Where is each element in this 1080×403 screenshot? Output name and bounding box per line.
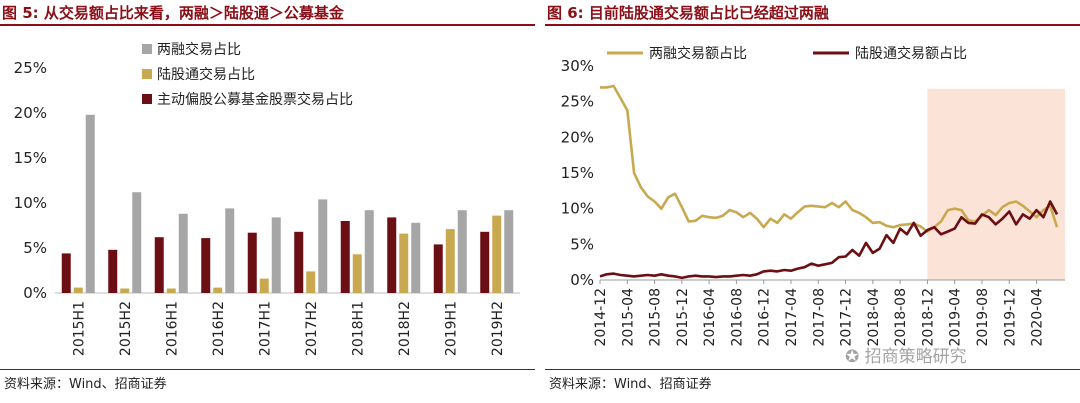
bar xyxy=(166,288,176,293)
y-tick-label: 0% xyxy=(570,271,594,289)
y-tick-label: 0% xyxy=(23,284,47,302)
highlight-region xyxy=(927,88,1065,281)
x-tick-label: 2020-04 xyxy=(1030,288,1046,347)
legend-label: 陆股通交易占比 xyxy=(157,66,255,83)
bar xyxy=(294,231,304,293)
y-tick-label: 5% xyxy=(570,235,594,253)
x-tick-label: 2018-08 xyxy=(893,288,909,347)
bar xyxy=(318,199,328,293)
figure-5-panel: 图 5: 从交易额占比来看，两融＞陆股通＞公募基金 0% 5% 10% 15% 20% 2… xyxy=(0,0,535,403)
y-tick-label: 15% xyxy=(561,164,594,182)
legend-swatch xyxy=(142,94,152,104)
bar xyxy=(61,253,71,293)
x-tick-label: 2017H2 xyxy=(304,301,320,356)
x-tick-label: 2016-04 xyxy=(702,288,718,347)
figure-6-title: 图 6: 目前陆股通交易额占比已经超过两融 xyxy=(547,2,829,23)
bar xyxy=(457,210,467,293)
figure-6-title-prefix: 图 6: xyxy=(547,4,584,22)
legend-swatch xyxy=(142,44,152,54)
x-tick-label: 2015H1 xyxy=(71,301,87,356)
x-tick-label: 2018-04 xyxy=(866,288,882,347)
figure-5-title: 图 5: 从交易额占比来看，两融＞陆股通＞公募基金 xyxy=(2,2,344,23)
y-tick-label: 30% xyxy=(561,57,594,75)
bar xyxy=(504,210,514,293)
bar xyxy=(154,237,164,293)
x-tick-label: 2018H2 xyxy=(397,301,413,356)
watermark-text: 招商策略研究 xyxy=(864,347,967,367)
wechat-icon: ✪ xyxy=(845,347,860,367)
x-tick-label: 2019-08 xyxy=(975,288,991,347)
x-tick-label: 2016H1 xyxy=(164,301,180,356)
x-tick-label: 2016H2 xyxy=(211,301,227,356)
y-tick-label: 15% xyxy=(14,149,47,167)
x-tick-label: 2017H1 xyxy=(257,301,273,356)
bar xyxy=(201,238,211,293)
bar xyxy=(492,215,502,293)
figure-5-source: 资料来源：Wind、招商证券 xyxy=(4,377,167,392)
figure-6-line-chart: 0% 5% 10% 15% 20% 25% 30% 2014-12 2015-04 2015-08… xyxy=(561,45,1065,347)
figure-6-source: 资料来源：Wind、招商证券 xyxy=(549,377,712,392)
x-tick-label: 2017-08 xyxy=(811,288,827,347)
series-line xyxy=(599,200,1059,280)
y-tick-label: 20% xyxy=(561,128,594,146)
y-tick-label: 10% xyxy=(14,194,47,212)
bar xyxy=(352,254,362,293)
bar xyxy=(411,222,421,293)
x-tick-label: 2018H1 xyxy=(350,301,366,356)
figure-6-title-rule xyxy=(545,24,1080,26)
y-tick-label: 25% xyxy=(561,93,594,111)
x-tick-label: 2019-04 xyxy=(948,288,964,347)
y-tick-label: 10% xyxy=(561,200,594,218)
bar xyxy=(445,229,455,293)
figure-5-title-text: 从交易额占比来看，两融＞陆股通＞公募基金 xyxy=(43,4,344,22)
legend-swatch xyxy=(142,69,152,79)
bar xyxy=(399,233,409,293)
bar xyxy=(364,210,374,293)
x-tick-label: 2015-08 xyxy=(648,288,664,347)
x-tick-label: 2017-12 xyxy=(839,288,855,347)
bar xyxy=(247,232,257,293)
bar xyxy=(85,114,95,293)
legend-label: 两融交易额占比 xyxy=(649,45,747,62)
y-tick-label: 25% xyxy=(14,59,47,77)
bar xyxy=(213,287,223,293)
x-tick-label: 2015-12 xyxy=(675,288,691,347)
bar xyxy=(108,249,118,293)
bar xyxy=(178,213,188,293)
x-tick-label: 2019H1 xyxy=(443,301,459,356)
figure-6-panel: 图 6: 目前陆股通交易额占比已经超过两融 0% 5% 10% 15% 20% 25% 30… xyxy=(545,0,1080,403)
x-tick-label: 2015-04 xyxy=(620,288,636,347)
bar xyxy=(480,231,490,293)
x-tick-label: 2014-12 xyxy=(593,288,609,347)
x-tick-label: 2019-12 xyxy=(1002,288,1018,347)
figure-5-title-prefix: 图 5: xyxy=(2,4,39,22)
figure-5-bar-chart: 0% 5% 10% 15% 20% 25% 2015H1 2015H2 2016H1 2016H2… xyxy=(14,41,520,356)
watermark: ✪ 招商策略研究 xyxy=(845,342,967,367)
y-tick-label: 20% xyxy=(14,104,47,122)
bar xyxy=(387,217,397,293)
figure-5-source-rule xyxy=(0,369,535,370)
bar xyxy=(120,288,130,293)
bar xyxy=(132,192,142,293)
x-tick-label: 2018-12 xyxy=(920,288,936,347)
x-tick-label: 2017-04 xyxy=(784,288,800,347)
bar xyxy=(433,244,443,293)
bar xyxy=(225,208,235,293)
figure-6-source-rule xyxy=(545,369,1080,370)
bar xyxy=(306,271,316,293)
legend-label: 两融交易占比 xyxy=(157,41,241,58)
y-tick-label: 5% xyxy=(23,239,47,257)
x-tick-label: 2016-12 xyxy=(757,288,773,347)
legend-label: 主动偏股公募基金股票交易占比 xyxy=(157,91,353,108)
bar xyxy=(259,278,269,293)
legend-label: 陆股通交易额占比 xyxy=(855,45,967,62)
bar xyxy=(340,221,350,293)
bar xyxy=(271,217,281,293)
x-tick-label: 2016-08 xyxy=(729,288,745,347)
bar xyxy=(73,287,83,293)
figure-5-title-rule xyxy=(0,24,535,26)
x-tick-label: 2015H2 xyxy=(118,301,134,356)
x-tick-label: 2019H2 xyxy=(490,301,506,356)
figure-6-title-text: 目前陆股通交易额占比已经超过两融 xyxy=(588,4,829,22)
